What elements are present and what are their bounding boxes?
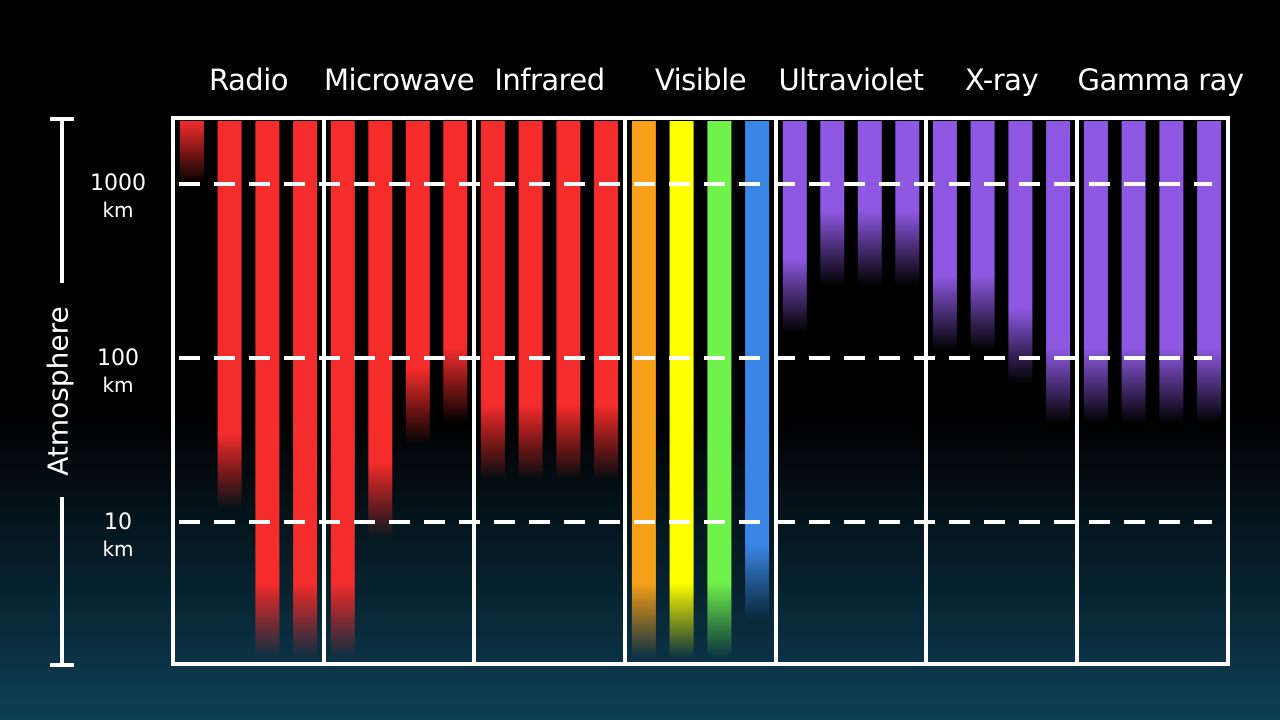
band-label-radio: Radio <box>209 63 289 97</box>
band-label-infrared: Infrared <box>494 63 605 97</box>
band-label-microwave: Microwave <box>324 63 475 97</box>
bar-x-ray-3 <box>1008 121 1033 384</box>
bar-visible-4 <box>745 121 770 621</box>
bar-microwave-1 <box>330 121 355 658</box>
bar-visible-1 <box>631 121 656 658</box>
altitude-label-1000km: 1000 km <box>78 171 158 223</box>
bar-microwave-3 <box>405 121 430 444</box>
bar-radio-3 <box>255 121 280 658</box>
bar-visible-2 <box>669 121 694 658</box>
altitude-axis <box>50 117 74 667</box>
altitude-unit: km <box>102 198 134 222</box>
axis-title: Atmosphere <box>41 306 75 476</box>
bar-infrared-3 <box>556 121 581 481</box>
bar-microwave-2 <box>368 121 393 538</box>
bar-ultraviolet-4 <box>895 121 920 286</box>
bar-gamma-ray-3 <box>1159 121 1184 424</box>
altitude-value: 100 <box>97 346 139 371</box>
bar-gamma-ray-4 <box>1197 121 1222 424</box>
bar-gamma-ray-2 <box>1121 121 1146 424</box>
bar-x-ray-2 <box>970 121 995 351</box>
band-frames <box>171 116 1230 666</box>
band-label-ultraviolet: Ultraviolet <box>778 63 924 97</box>
band-label-x-ray: X-ray <box>964 63 1039 97</box>
bar-x-ray-4 <box>1046 121 1071 424</box>
bar-infrared-4 <box>594 121 619 481</box>
bar-gamma-ray-1 <box>1083 121 1108 424</box>
bar-radio-1 <box>179 121 204 184</box>
bar-radio-4 <box>293 121 318 658</box>
outer-frame <box>171 116 1230 666</box>
bar-ultraviolet-1 <box>782 121 807 333</box>
bar-infrared-2 <box>518 121 543 481</box>
bar-ultraviolet-3 <box>857 121 882 286</box>
bar-x-ray-1 <box>932 121 957 351</box>
altitude-label-100km: 100 km <box>78 346 158 398</box>
altitude-dashed-lines <box>179 182 1212 524</box>
altitude-unit: km <box>102 537 134 561</box>
bar-infrared-1 <box>480 121 505 481</box>
bar-radio-2 <box>217 121 242 509</box>
altitude-unit: km <box>102 373 134 397</box>
altitude-label-10km: 10 km <box>78 510 158 562</box>
band-label-visible: Visible <box>654 63 747 97</box>
bar-microwave-4 <box>443 121 468 424</box>
penetration-bars <box>179 121 1222 658</box>
bar-visible-3 <box>707 121 732 658</box>
band-label-gamma-ray: Gamma ray <box>1077 63 1245 97</box>
altitude-value: 10 <box>104 510 132 535</box>
altitude-value: 1000 <box>90 171 146 196</box>
bar-ultraviolet-2 <box>820 121 845 286</box>
